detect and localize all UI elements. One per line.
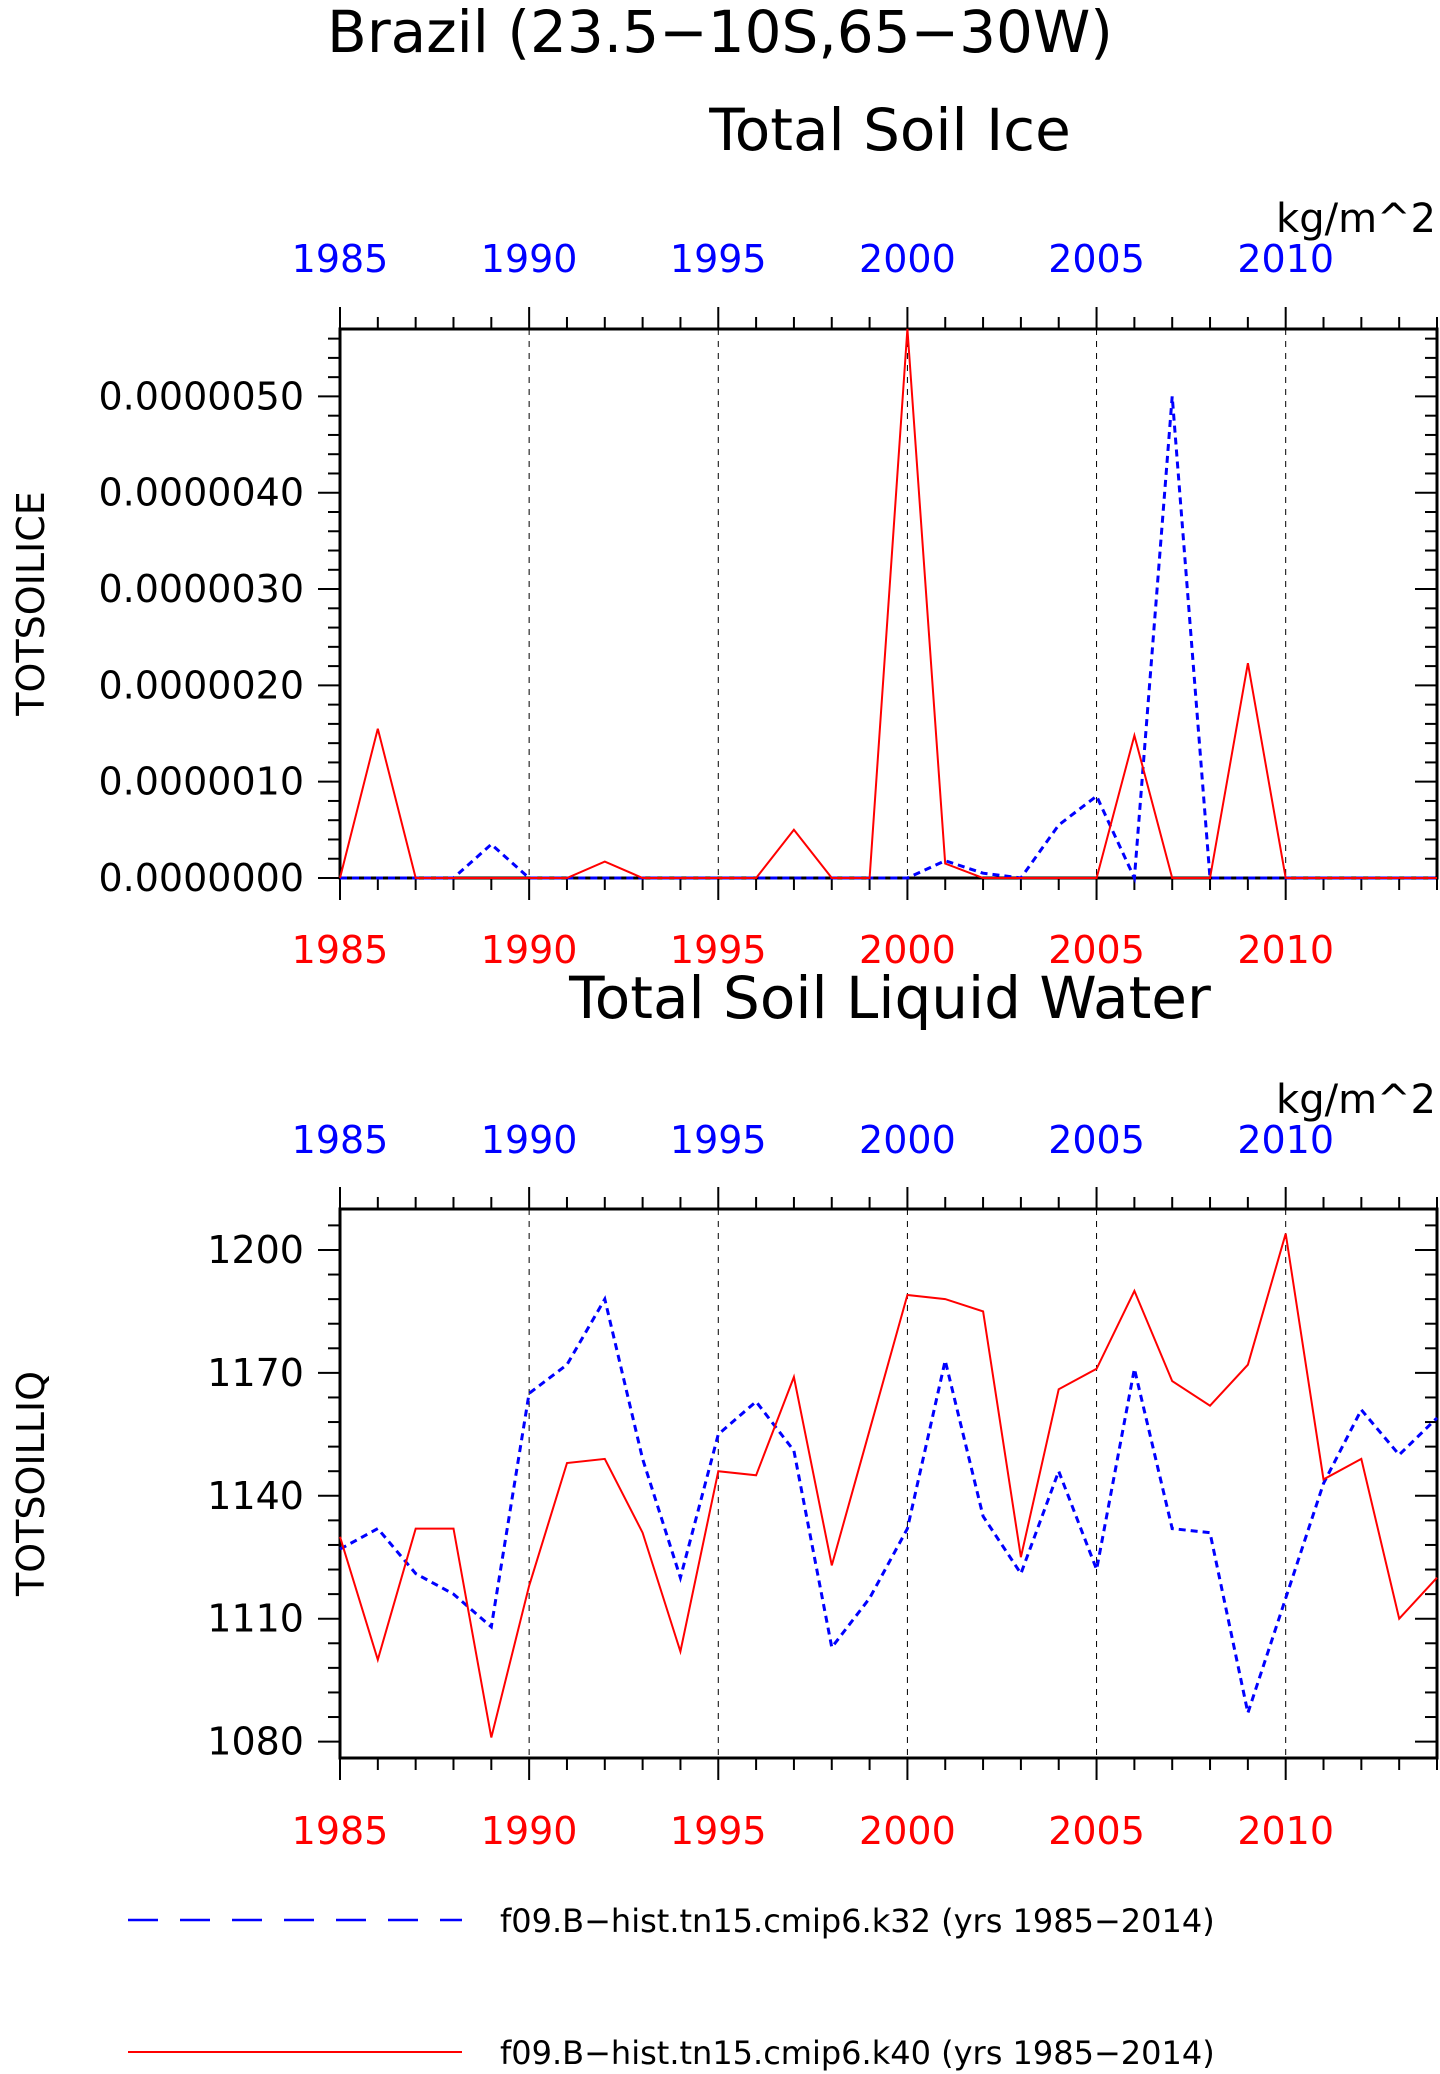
ice-xtick-label-top-2010: 2010: [1237, 237, 1334, 281]
ice-xtick-label-top-1995: 1995: [670, 237, 767, 281]
liq-ytick-label-3: 1170: [207, 1351, 304, 1395]
ice-ytick-label-4: 0.0000040: [99, 471, 305, 515]
liq-xtick-label-top-2010: 2010: [1237, 1118, 1334, 1162]
ice-y-axis-label: TOTSOILICE: [9, 491, 53, 717]
liq-xtick-label-top-1995: 1995: [670, 1118, 767, 1162]
legend: f09.B−hist.tn15.cmip6.k32 (yrs 1985−2014…: [128, 1902, 1215, 2072]
liq-xtick-label-top-1985: 1985: [292, 1118, 389, 1162]
liq-xtick-label-bottom-1990: 1990: [481, 1809, 578, 1853]
liq-xtick-label-bottom-2005: 2005: [1048, 1809, 1145, 1853]
ice-xtick-label-bottom-1985: 1985: [292, 928, 389, 972]
ice-xtick-label-bottom-2010: 2010: [1237, 928, 1334, 972]
ice-ytick-label-0: 0.0000000: [99, 856, 305, 900]
liq-series-k32-line: [339, 1295, 1439, 1719]
figure-title: Brazil (23.5−10S,65−30W): [327, 0, 1113, 66]
ice-ytick-label-1: 0.0000010: [99, 760, 305, 804]
liq-xtick-label-bottom-2010: 2010: [1237, 1809, 1334, 1853]
ice-xtick-label-bottom-1990: 1990: [481, 928, 578, 972]
liq-y-axis-label: TOTSOILLIQ: [9, 1371, 53, 1597]
ice-xtick-label-bottom-2000: 2000: [859, 928, 956, 972]
ice-units-label: kg/m^2: [1276, 196, 1436, 242]
ice-series-k40-line: [339, 328, 1437, 879]
liq-ytick-label-2: 1140: [207, 1474, 304, 1518]
liq-xtick-label-top-2005: 2005: [1048, 1118, 1145, 1162]
ice-xtick-label-top-1985: 1985: [292, 237, 389, 281]
ice-series-k32-line: [340, 396, 1437, 884]
ice-xtick-label-top-1990: 1990: [481, 237, 578, 281]
liq-xtick-label-bottom-2000: 2000: [859, 1809, 956, 1853]
ice-ytick-label-3: 0.0000030: [99, 567, 305, 611]
ice-plot-frame: [338, 327, 1439, 880]
liq-xtick-label-bottom-1985: 1985: [292, 1809, 389, 1853]
liq-ytick-label-0: 1080: [207, 1720, 304, 1764]
liq-xtick-label-top-1990: 1990: [481, 1118, 578, 1162]
ice-xtick-label-bottom-2005: 2005: [1048, 928, 1145, 972]
ice-chart-title: Total Soil Ice: [708, 96, 1071, 164]
ice-ytick-label-5: 0.0000050: [99, 374, 305, 418]
liq-xtick-label-top-2000: 2000: [859, 1118, 956, 1162]
liq-ytick-label-4: 1200: [207, 1228, 304, 1272]
liq-plot-frame: [338, 1207, 1439, 1760]
soil-liquid-panel: Total Soil Liquid Water kg/m^2 TOTSOILLIQ 1…: [9, 964, 1439, 1853]
liq-units-label: kg/m^2: [1276, 1077, 1436, 1123]
ice-xtick-label-top-2000: 2000: [859, 237, 956, 281]
liq-xtick-label-bottom-1995: 1995: [670, 1809, 767, 1853]
liq-series-k40-line: [339, 1233, 1438, 1738]
legend-label-k40: f09.B−hist.tn15.cmip6.k40 (yrs 1985−2014…: [500, 2034, 1215, 2072]
ice-xtick-label-bottom-1995: 1995: [670, 928, 767, 972]
liq-ytick-label-1: 1110: [207, 1597, 304, 1641]
legend-label-k32: f09.B−hist.tn15.cmip6.k32 (yrs 1985−2014…: [500, 1902, 1215, 1940]
ice-xtick-label-top-2005: 2005: [1048, 237, 1145, 281]
ice-ytick-label-2: 0.0000020: [99, 663, 305, 707]
liq-chart-title: Total Soil Liquid Water: [568, 964, 1211, 1032]
soil-ice-panel: Total Soil Ice kg/m^2 TOTSOILICE 1985 1985 19…: [9, 96, 1439, 972]
